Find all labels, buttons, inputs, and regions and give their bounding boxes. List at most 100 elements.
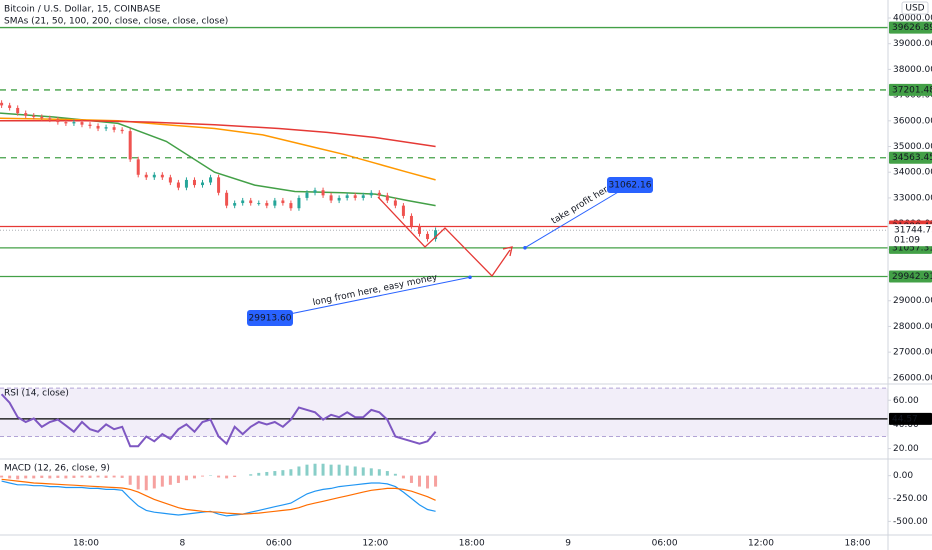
candle-body [409,215,413,227]
histogram-bar [337,464,341,476]
histogram-bar [201,475,205,477]
price-label-box [247,310,293,326]
y-tick-label: 33000.00 [893,193,932,203]
price-level-tag [889,270,932,283]
histogram-bar [369,468,373,476]
candle-body [184,179,188,188]
candle-body [249,200,253,204]
candle-body [80,122,84,125]
histogram-bar [56,475,60,478]
price-level-label: 39626.89 [892,23,932,33]
currency-box[interactable] [901,1,929,15]
candle-body [8,105,12,108]
trend-end [468,275,472,280]
histogram-bar [393,473,397,476]
x-tick-label: 12:00 [362,539,388,549]
x-tick-label: 18:00 [73,539,99,549]
histogram-bar [152,475,156,489]
candle-body [201,182,205,186]
histogram-bar [144,475,148,491]
price-label: 31062.16 [609,181,652,191]
macd-line [1,480,436,517]
sma-line [0,117,436,181]
histogram-bar [417,475,421,487]
last-price-label: 31744.73 [894,226,932,236]
histogram-bar [96,475,100,478]
candle-body [426,233,430,240]
candle-body [16,107,20,114]
x-tick-label: 18:00 [844,539,870,549]
y-tick-label: -500.00 [893,517,928,527]
candle-body [24,113,28,116]
histogram-bar [313,463,317,476]
histogram-bar [72,475,76,478]
candle-body [329,195,333,201]
price-level-tag [889,21,932,34]
histogram-bar [184,475,188,481]
plot [0,26,888,517]
histogram-bar [48,475,52,479]
candle-body [160,174,164,178]
candle-body [345,195,349,198]
y-tick-label: 20.00 [893,444,919,454]
candle-body [257,203,261,205]
candle-body [273,200,277,206]
candle-body [241,200,245,204]
zigzag-drawing [377,196,511,278]
price-level-label: 37201.48 [892,85,932,95]
histogram-bar [409,475,413,483]
candle-body [144,174,148,178]
histogram-bar [321,463,325,476]
candle-body [136,159,140,175]
candle-body [361,195,365,198]
candle-body [353,195,357,198]
candle-body [120,129,124,132]
histogram-bar [434,475,438,487]
price-level-label: 29942.91 [892,272,932,282]
candle-body [417,226,421,234]
histogram-bar [160,475,164,487]
price-level-tag [889,83,932,96]
candle-body [369,192,373,196]
y-tick-label: 38000.00 [893,65,932,75]
histogram-bar [265,471,269,476]
candle-body [337,197,341,201]
histogram-bar [192,475,196,479]
last-price-tag [889,224,932,247]
x-tick-label: 8 [180,539,186,549]
candle-body [128,131,132,160]
candle-body [168,177,172,183]
candle-body [56,119,60,123]
histogram-bar [40,475,44,478]
histogram-bar [32,475,36,479]
x-tick-label: 9 [565,539,571,549]
candle-body [233,203,237,206]
candle-body [313,190,317,193]
rsi-line [0,393,437,448]
histogram-bar [361,467,365,476]
histogram-bar [377,469,381,476]
histogram-bar [345,465,349,476]
candle-body [393,200,397,206]
histogram-bar [233,475,237,478]
histogram-bar [217,475,221,478]
chart-title: Bitcoin / U.S. Dollar, 15, COINBASE [4,5,161,15]
y-tick-label: 60.00 [893,396,919,406]
histogram-bar [24,475,28,479]
trend-line [524,184,631,249]
macd-line [1,478,436,515]
candle-body [385,195,389,201]
histogram-bar [120,475,124,478]
x-tick-label: 18:00 [459,539,485,549]
candle-body [104,127,108,129]
histogram-bar [249,474,253,476]
y-tick-label: -250.00 [893,494,928,504]
countdown: 01:09 [894,236,920,246]
histogram-bar [225,475,229,479]
currency[interactable]: USD [905,4,924,14]
histogram-bar [0,475,4,478]
candle-body [265,203,269,206]
arrow-head [502,246,513,257]
